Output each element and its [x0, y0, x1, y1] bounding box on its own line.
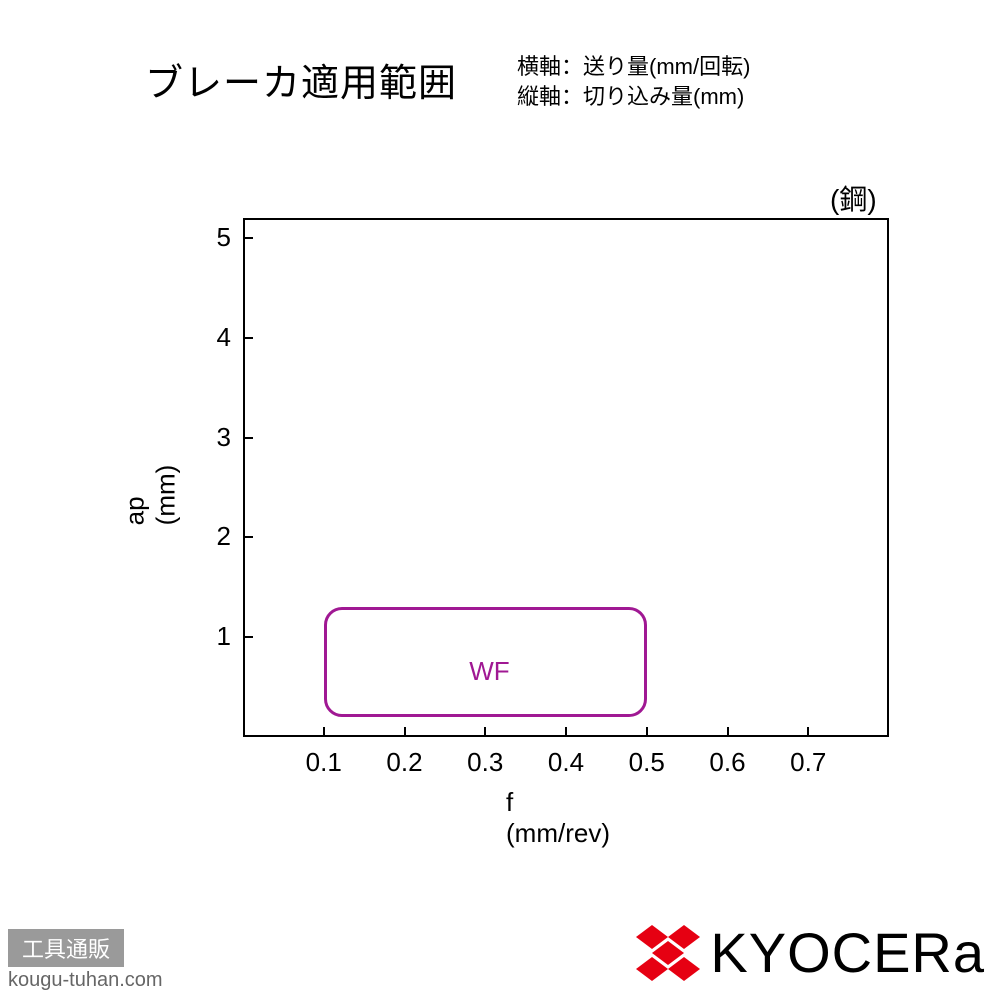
x-tick-label: 0.3 [465, 747, 505, 778]
x-tick [323, 727, 325, 737]
kyocera-icon [636, 921, 700, 985]
x-tick [484, 727, 486, 737]
footer-left: 工具通販 kougu-tuhan.com [8, 929, 163, 992]
brand-name: KYOCERa [710, 920, 985, 985]
x-tick-label: 0.1 [304, 747, 344, 778]
brand-logo: KYOCERa [636, 920, 985, 985]
y-tick-label: 1 [201, 621, 231, 652]
axis-description: 横軸：送り量(mm/回転) 縦軸：切り込み量(mm) [517, 52, 750, 111]
x-tick-label: 0.4 [546, 747, 586, 778]
y-tick-label: 3 [201, 422, 231, 453]
x-tick-label: 0.2 [385, 747, 425, 778]
y-tick-label: 5 [201, 222, 231, 253]
y-axis-label: ap (mm) [119, 464, 181, 525]
y-axis-desc: 縦軸：切り込み量(mm) [517, 82, 750, 112]
x-tick-label: 0.6 [708, 747, 748, 778]
y-tick-label: 4 [201, 322, 231, 353]
y-tick [243, 337, 253, 339]
y-tick [243, 536, 253, 538]
x-tick [807, 727, 809, 737]
y-tick-label: 2 [201, 521, 231, 552]
y-tick [243, 237, 253, 239]
x-tick-label: 0.5 [627, 747, 667, 778]
chart-title: ブレーカ適用範囲 [145, 52, 457, 107]
y-tick [243, 437, 253, 439]
x-tick-label: 0.7 [788, 747, 828, 778]
x-tick [727, 727, 729, 737]
x-tick [565, 727, 567, 737]
x-tick [404, 727, 406, 737]
region-label: WF [469, 656, 509, 687]
x-axis-desc: 横軸：送り量(mm/回転) [517, 52, 750, 82]
x-tick [646, 727, 648, 737]
material-label: (鋼) [830, 178, 877, 218]
x-axis-label: f (mm/rev) [506, 787, 610, 849]
shop-url: kougu-tuhan.com [8, 969, 163, 992]
y-tick [243, 636, 253, 638]
shop-badge: 工具通販 [8, 929, 124, 967]
